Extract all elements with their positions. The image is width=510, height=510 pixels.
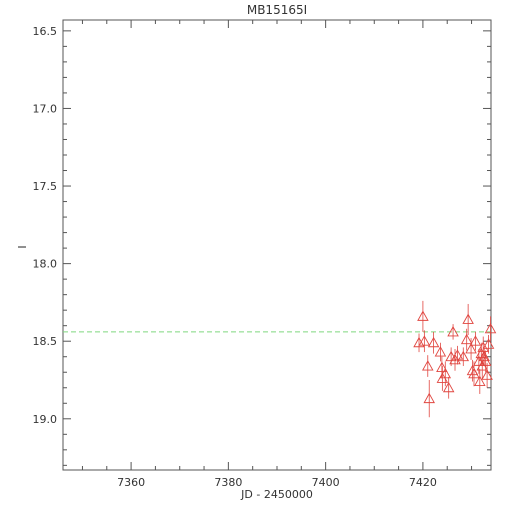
data-point [451,345,464,365]
data-series [413,300,497,418]
triangle-marker [439,367,452,379]
y-tick-label: 17.5 [33,180,58,193]
x-tick-label: 7380 [214,476,242,489]
y-axis-label: I [16,245,29,248]
data-point [457,347,470,367]
triangle-marker [462,313,474,324]
chart-title: MB15165I [247,3,307,17]
data-point [478,347,490,367]
x-tick-label: 7420 [409,476,437,489]
y-tick-label: 18.5 [33,335,58,348]
data-point [434,342,447,362]
triangle-marker [417,310,429,321]
x-tick-label: 7400 [312,476,340,489]
triangle-marker [436,361,448,373]
triangle-marker [422,360,434,371]
y-tick-label: 18.0 [33,258,58,271]
triangle-marker [434,346,447,357]
triangle-marker [479,355,492,366]
data-point [417,300,429,332]
data-point [442,376,455,399]
triangle-marker [481,369,493,380]
data-point [482,335,495,354]
data-point [422,355,434,377]
triangle-marker [451,349,464,360]
y-tick-label: 19.0 [33,413,58,426]
triangle-marker [474,375,486,387]
triangle-marker [469,335,482,346]
data-point [447,324,459,340]
triangle-marker [484,322,497,334]
triangle-marker [477,341,489,352]
y-axis: 16.5 17.0 17.5 18.0 18.5 19.0 [33,25,491,466]
data-point [439,361,452,387]
data-point [460,328,473,351]
triangle-marker [482,338,495,349]
data-point [479,350,492,373]
triangle-marker [423,392,435,404]
triangle-marker [468,367,480,379]
triangle-marker [478,350,490,362]
data-point [477,336,489,359]
data-point [418,330,431,353]
data-point [469,331,482,351]
data-point [462,303,474,335]
triangle-marker [447,325,459,337]
data-point [465,338,477,360]
y-tick-label: 16.5 [33,25,58,38]
data-point [481,362,493,388]
data-point [484,316,497,342]
triangle-marker [465,343,477,354]
data-point [474,369,486,394]
triangle-marker [427,336,440,348]
y-tick-label: 17.0 [33,102,58,115]
triangle-marker [460,333,473,345]
data-point [423,380,435,418]
x-axis: 7360 7380 7400 7420 [81,20,473,489]
data-point [413,333,425,353]
data-point [427,331,440,354]
triangle-marker [457,350,470,362]
x-axis-label: JD - 2450000 [240,488,313,501]
x-tick-label: 7360 [117,476,145,489]
triangle-marker [418,335,431,346]
triangle-marker [442,381,455,393]
